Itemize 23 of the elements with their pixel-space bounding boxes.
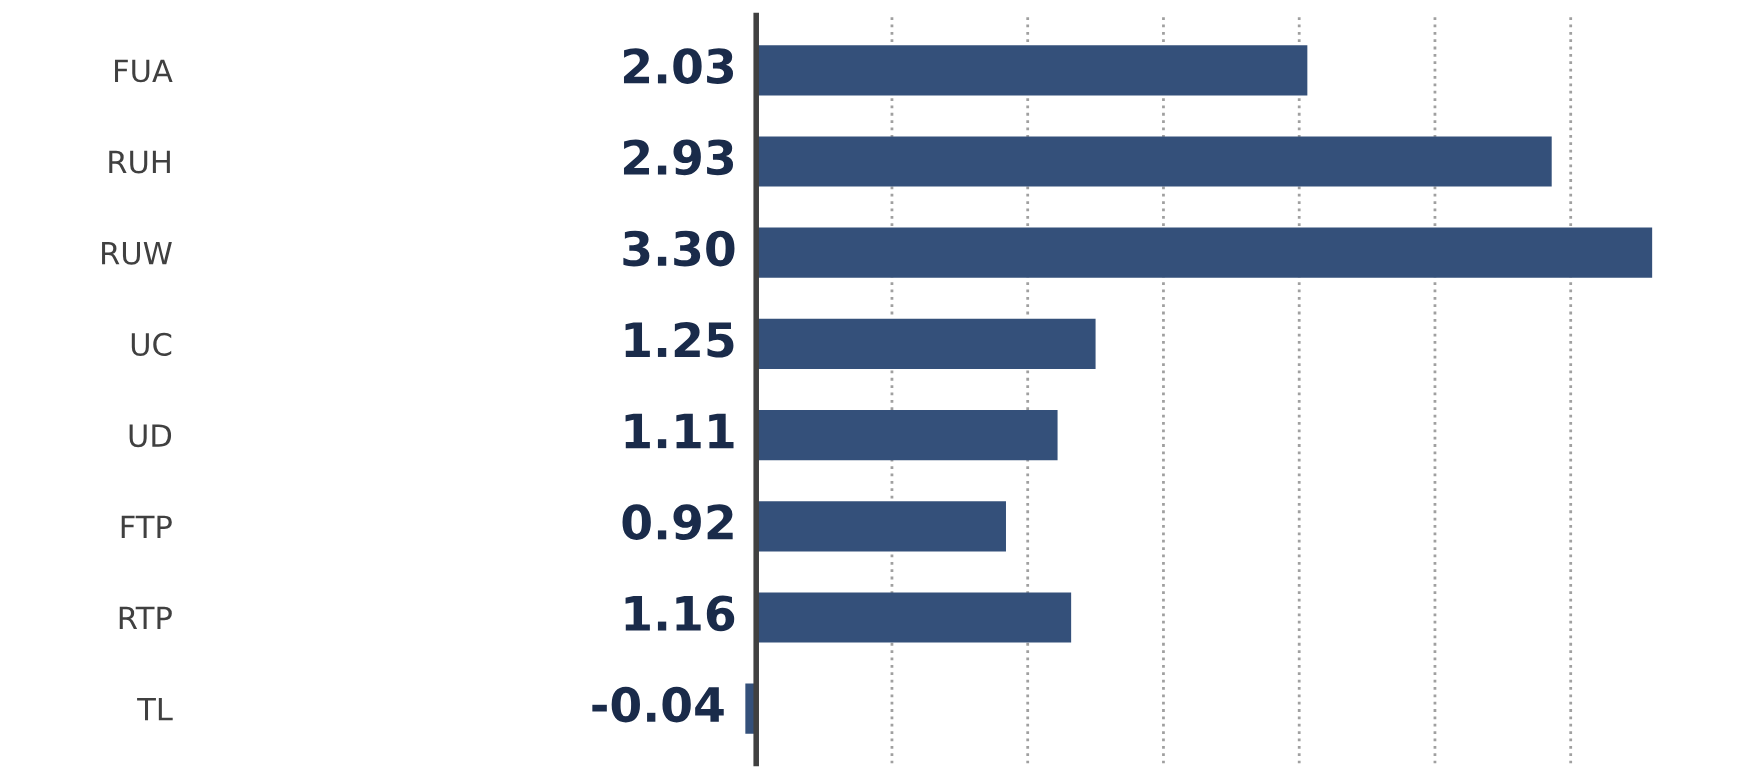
y-tick-label: RUW <box>102 242 172 265</box>
data-label: 2.03 <box>623 48 733 84</box>
bar <box>756 592 1072 643</box>
data-label: 3.30 <box>623 230 735 267</box>
data-label: 0.92 <box>622 504 733 540</box>
data-label: 1.16 <box>625 595 735 632</box>
data-label: 1.11 <box>625 413 734 449</box>
y-tick-label: UD <box>129 424 172 448</box>
data-label: -0.04 <box>592 686 724 723</box>
bar <box>756 136 1552 187</box>
bar <box>756 501 1006 552</box>
bar <box>756 45 1308 96</box>
y-tick-label: RUH <box>109 150 170 174</box>
y-tick-label: RTP <box>119 606 172 630</box>
bar <box>756 410 1058 461</box>
y-tick-label: FUA <box>115 59 173 83</box>
y-tick-label: TL <box>137 698 173 721</box>
data-label: 2.93 <box>623 139 733 176</box>
data-label: 1.25 <box>625 321 734 358</box>
bar <box>756 318 1096 369</box>
y-tick-label: UC <box>131 332 172 356</box>
bar <box>756 227 1653 278</box>
y-tick-label: FTP <box>121 515 172 538</box>
